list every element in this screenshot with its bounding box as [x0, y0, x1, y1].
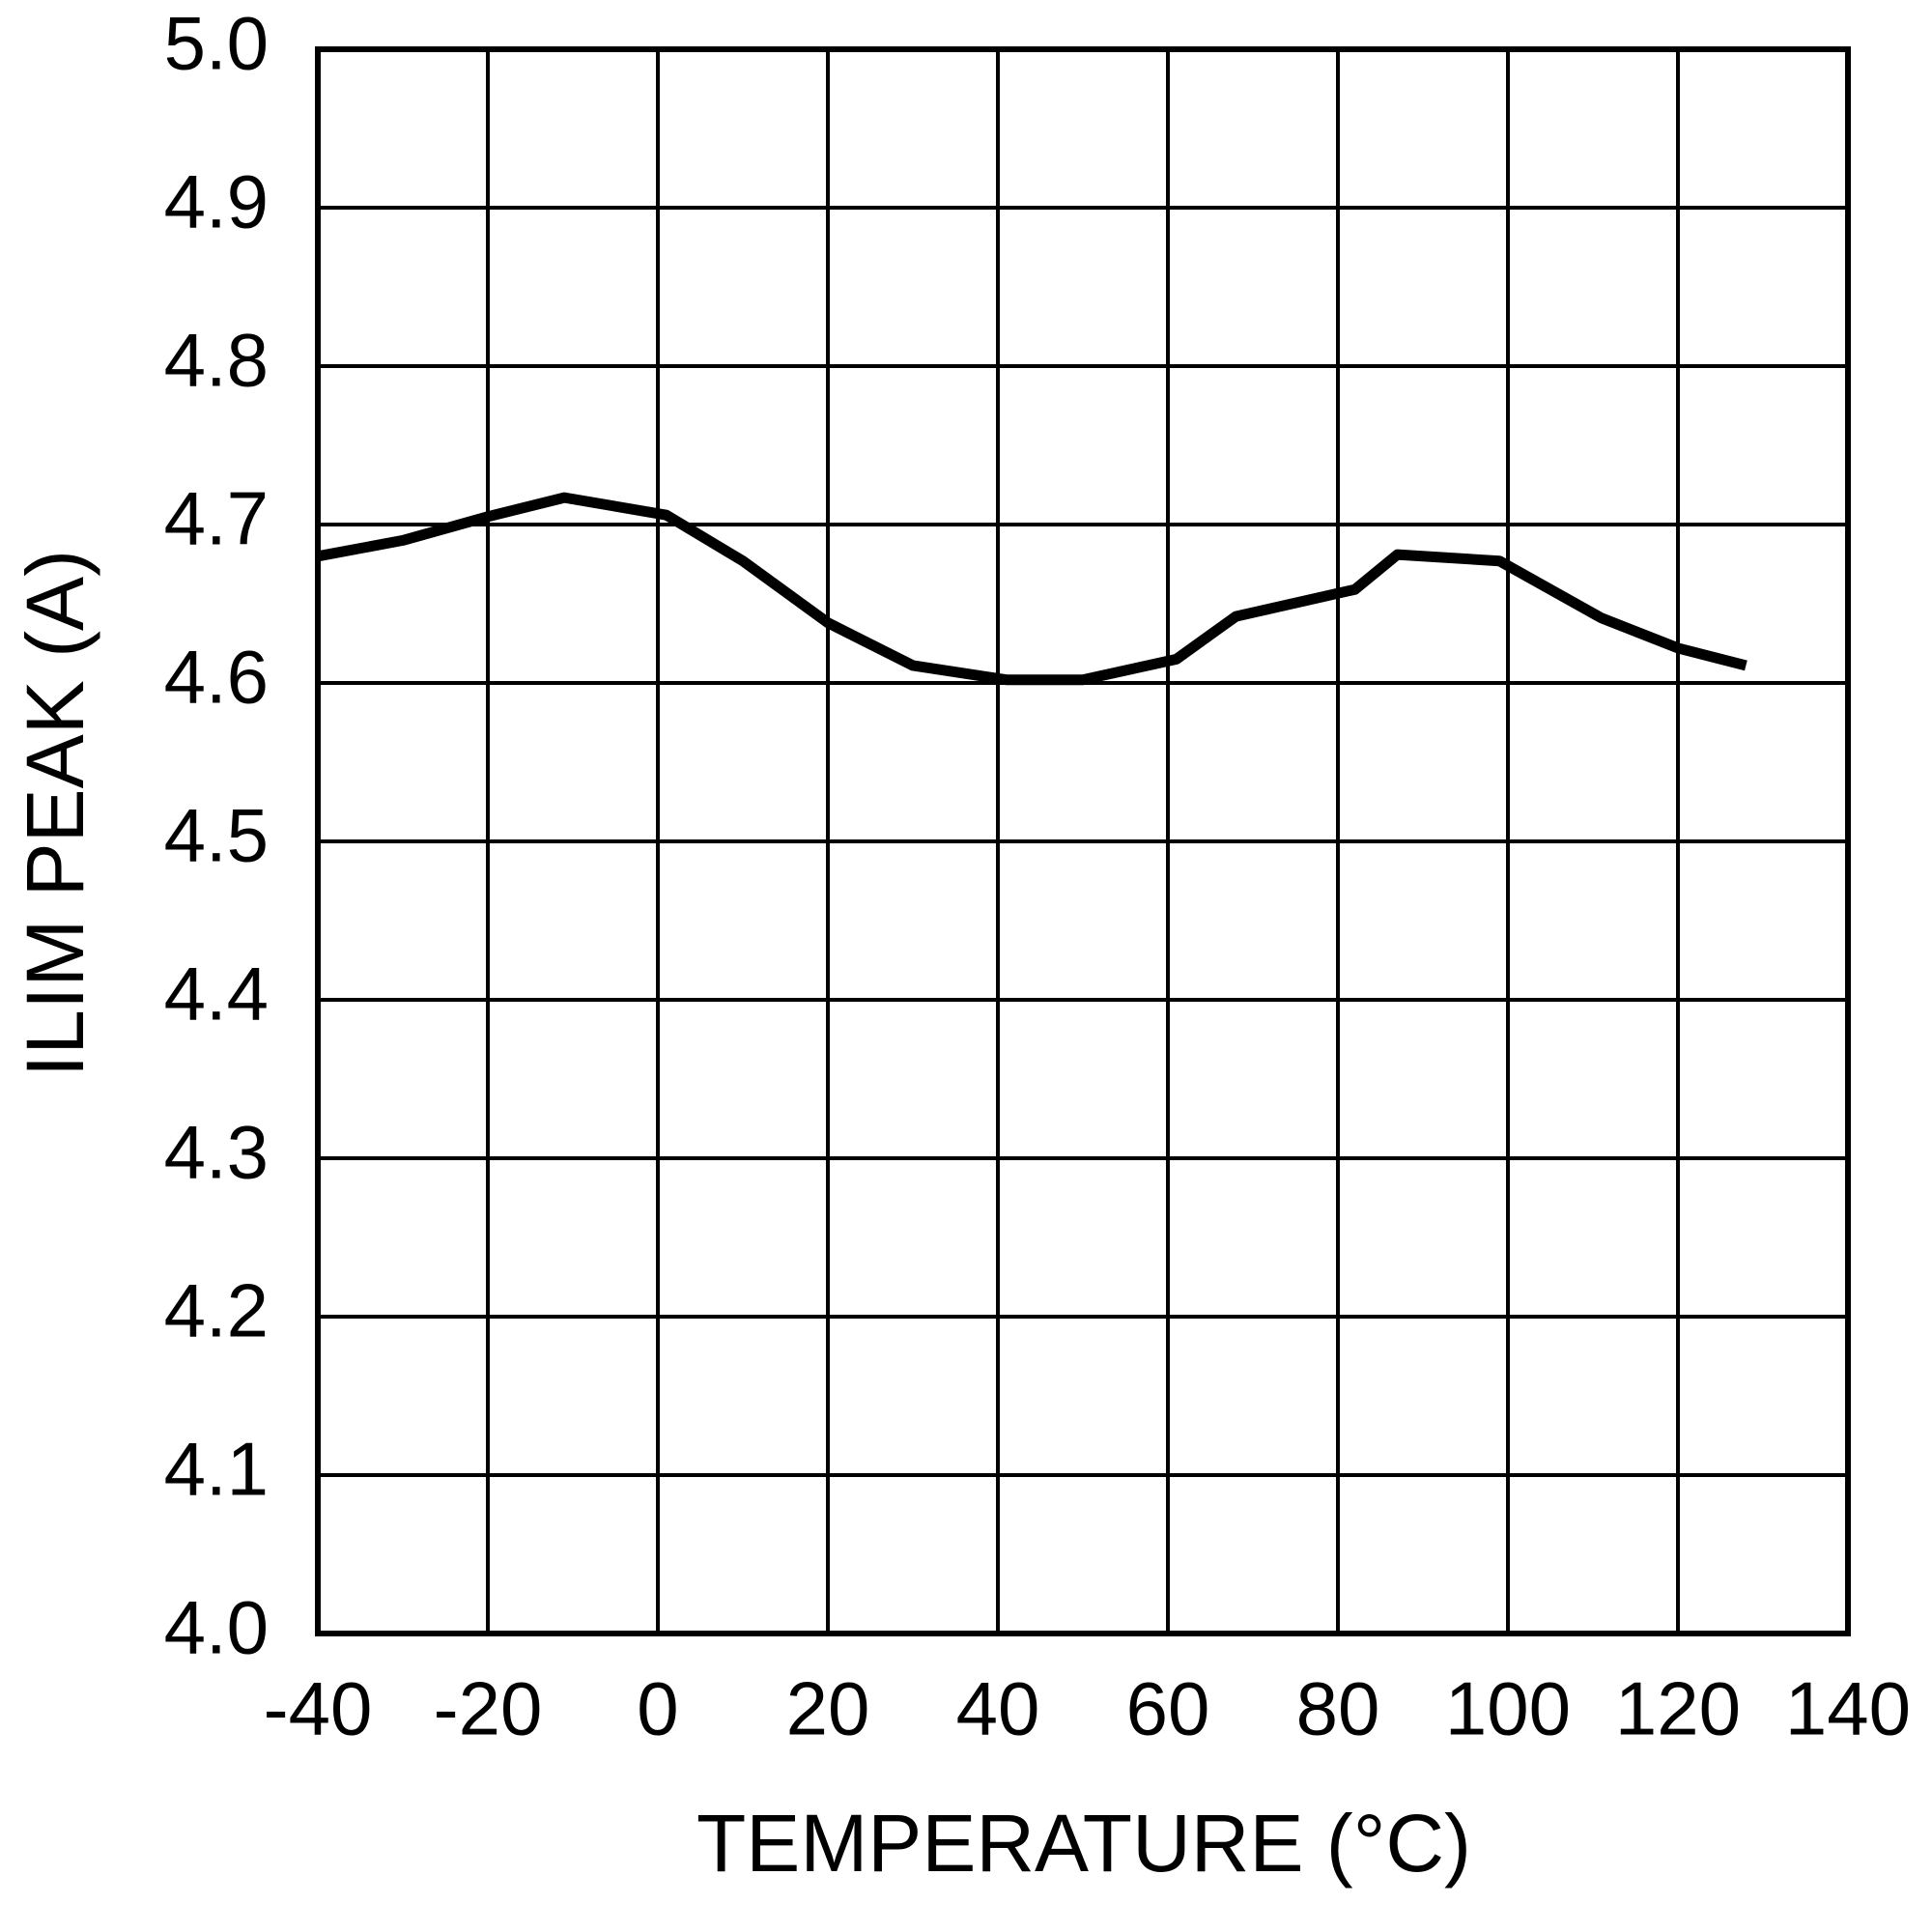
x-tick-label: 140: [1785, 1666, 1911, 1751]
x-tick-label: 80: [1296, 1666, 1380, 1751]
x-tick-label: -40: [264, 1666, 373, 1751]
y-tick-label: 4.8: [164, 318, 269, 403]
x-axis-title: TEMPERATURE (°C): [696, 1798, 1471, 1889]
x-tick-label: -20: [434, 1666, 543, 1751]
y-tick-label: 4.6: [164, 635, 269, 720]
y-tick-label: 4.4: [164, 952, 269, 1037]
y-tick-label: 4.3: [164, 1110, 269, 1195]
y-tick-label: 5.0: [164, 1, 269, 86]
y-axis-title: ILIM PEAK (A): [10, 550, 100, 1077]
y-tick-label: 4.2: [164, 1268, 269, 1353]
data-line: [316, 492, 1747, 686]
x-tick-label: 40: [956, 1666, 1040, 1751]
plot-frame: [315, 46, 1851, 1636]
x-tick-label: 0: [637, 1666, 678, 1751]
y-tick-label: 4.0: [164, 1585, 269, 1670]
y-tick-label: 4.1: [164, 1427, 269, 1512]
x-tick-label: 20: [786, 1666, 870, 1751]
y-tick-label: 4.7: [164, 476, 269, 561]
x-tick-label: 100: [1445, 1666, 1571, 1751]
x-tick-label: 120: [1615, 1666, 1741, 1751]
y-tick-label: 4.9: [164, 159, 269, 244]
y-tick-label: 4.5: [164, 793, 269, 878]
x-tick-label: 60: [1126, 1666, 1210, 1751]
